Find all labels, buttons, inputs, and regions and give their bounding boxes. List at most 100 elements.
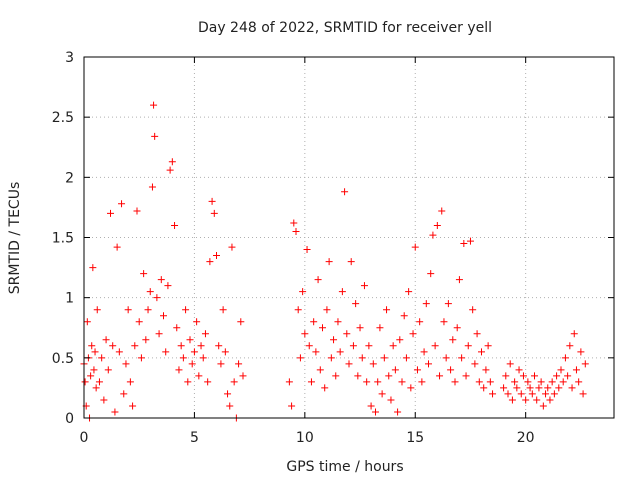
data-point bbox=[544, 384, 552, 392]
data-point bbox=[303, 246, 311, 254]
data-point bbox=[296, 354, 304, 362]
data-point bbox=[418, 378, 426, 386]
data-point bbox=[102, 336, 110, 344]
data-point bbox=[433, 221, 441, 229]
data-point bbox=[186, 336, 194, 344]
data-points bbox=[80, 101, 589, 422]
data-point bbox=[486, 378, 494, 386]
data-point bbox=[513, 384, 521, 392]
data-point bbox=[564, 372, 572, 380]
data-point bbox=[120, 390, 128, 398]
data-point bbox=[301, 330, 309, 338]
data-point bbox=[215, 342, 223, 350]
data-point bbox=[321, 384, 329, 392]
data-point bbox=[104, 366, 112, 374]
x-tick-label: 15 bbox=[406, 430, 424, 446]
data-point bbox=[451, 378, 459, 386]
data-point bbox=[504, 390, 512, 398]
data-point bbox=[155, 330, 163, 338]
data-point bbox=[568, 384, 576, 392]
data-point bbox=[299, 288, 307, 296]
data-point bbox=[425, 360, 432, 368]
x-tick-label: 0 bbox=[80, 430, 89, 446]
data-point bbox=[539, 402, 547, 410]
data-point bbox=[162, 348, 170, 356]
data-point bbox=[398, 378, 406, 386]
data-point bbox=[383, 306, 391, 314]
data-point bbox=[420, 348, 428, 356]
data-point bbox=[438, 207, 446, 215]
data-point bbox=[230, 378, 238, 386]
data-point bbox=[502, 372, 510, 380]
data-point bbox=[131, 342, 139, 350]
data-point bbox=[124, 306, 132, 314]
data-point bbox=[444, 300, 452, 308]
data-point bbox=[422, 300, 430, 308]
data-point bbox=[396, 336, 404, 344]
data-point bbox=[380, 354, 388, 362]
data-point bbox=[323, 306, 331, 314]
data-point bbox=[508, 396, 516, 404]
data-point bbox=[575, 378, 583, 386]
data-point bbox=[314, 276, 322, 284]
data-point bbox=[462, 372, 470, 380]
data-point bbox=[160, 312, 167, 320]
data-point bbox=[90, 366, 98, 374]
data-point bbox=[338, 288, 346, 296]
data-point bbox=[325, 258, 333, 266]
data-point bbox=[409, 330, 417, 338]
data-point bbox=[376, 324, 384, 332]
data-point bbox=[111, 408, 119, 416]
data-point bbox=[100, 396, 108, 404]
data-point bbox=[561, 354, 569, 362]
data-point bbox=[429, 231, 437, 239]
data-point bbox=[89, 264, 97, 272]
data-point bbox=[528, 390, 536, 398]
data-point bbox=[402, 354, 410, 362]
data-point bbox=[559, 378, 567, 386]
data-point bbox=[405, 288, 413, 296]
data-point bbox=[389, 342, 397, 350]
y-tick-label: 2.5 bbox=[52, 110, 74, 126]
data-point bbox=[171, 221, 179, 229]
data-point bbox=[332, 372, 340, 380]
data-point bbox=[199, 354, 207, 362]
data-point bbox=[400, 312, 408, 320]
data-point bbox=[113, 243, 121, 251]
y-tick-label: 1.5 bbox=[52, 231, 74, 247]
data-point bbox=[133, 207, 141, 215]
data-point bbox=[129, 402, 137, 410]
data-point bbox=[436, 372, 444, 380]
data-point bbox=[413, 366, 421, 374]
data-point bbox=[195, 372, 203, 380]
data-point bbox=[144, 306, 152, 314]
data-point bbox=[458, 354, 466, 362]
data-point bbox=[92, 384, 100, 392]
data-point bbox=[343, 330, 351, 338]
data-point bbox=[316, 366, 324, 374]
data-point bbox=[336, 348, 344, 356]
data-point bbox=[480, 384, 488, 392]
data-point bbox=[522, 396, 530, 404]
data-point bbox=[471, 360, 479, 368]
data-point bbox=[142, 336, 150, 344]
data-point bbox=[566, 342, 574, 350]
y-tick-label: 0.5 bbox=[52, 351, 74, 367]
data-point bbox=[358, 354, 366, 362]
data-point bbox=[150, 101, 158, 109]
data-point bbox=[182, 306, 190, 314]
data-point bbox=[210, 209, 218, 217]
data-point bbox=[118, 200, 126, 208]
data-point bbox=[557, 366, 565, 374]
data-point bbox=[533, 396, 541, 404]
data-point bbox=[327, 354, 335, 362]
data-point bbox=[526, 384, 534, 392]
x-axis-title: GPS time / hours bbox=[286, 459, 403, 475]
data-point bbox=[81, 378, 89, 386]
data-point bbox=[455, 276, 463, 284]
data-point bbox=[475, 378, 483, 386]
data-point bbox=[179, 354, 187, 362]
data-point bbox=[122, 360, 130, 368]
data-point bbox=[310, 318, 318, 326]
data-point bbox=[473, 330, 481, 338]
